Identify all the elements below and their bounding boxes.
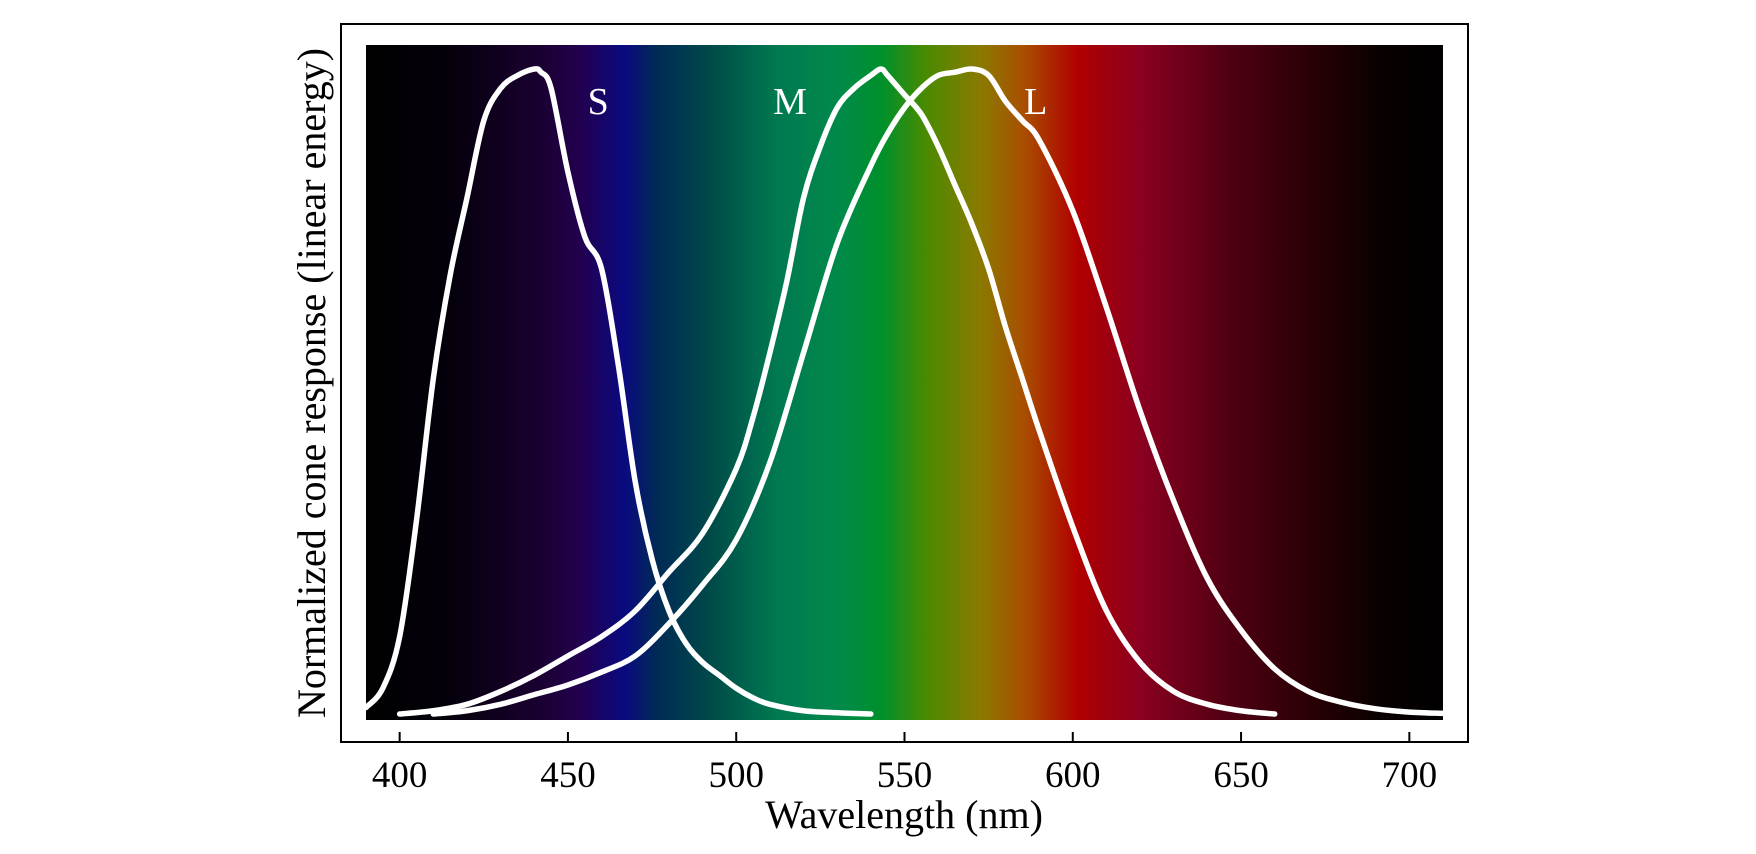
series-label-l: L bbox=[1024, 81, 1047, 123]
series-label-m: M bbox=[773, 81, 807, 123]
spectrum-background bbox=[366, 45, 1443, 720]
x-tick-label: 650 bbox=[1213, 755, 1269, 796]
y-axis-label: Normalized cone response (linear energy) bbox=[289, 48, 334, 718]
x-axis-ticks bbox=[398, 732, 1411, 742]
series-line-m bbox=[396, 66, 1278, 717]
series-line-l bbox=[430, 66, 1443, 717]
series-label-s: S bbox=[588, 81, 609, 123]
x-tick-label: 600 bbox=[1045, 755, 1101, 796]
x-tick-label: 700 bbox=[1382, 755, 1438, 796]
x-tick-label: 500 bbox=[708, 755, 764, 796]
series-line-s bbox=[366, 66, 874, 717]
x-axis-label: Wavelength (nm) bbox=[765, 792, 1043, 837]
x-tick-label: 550 bbox=[877, 755, 933, 796]
x-tick-label: 450 bbox=[540, 755, 596, 796]
cone-curves bbox=[366, 66, 1443, 717]
x-axis-tick-labels: 400 450 500 550 600 650 700 bbox=[372, 755, 1437, 796]
x-tick-label: 400 bbox=[372, 755, 428, 796]
plot-area bbox=[340, 23, 1469, 743]
